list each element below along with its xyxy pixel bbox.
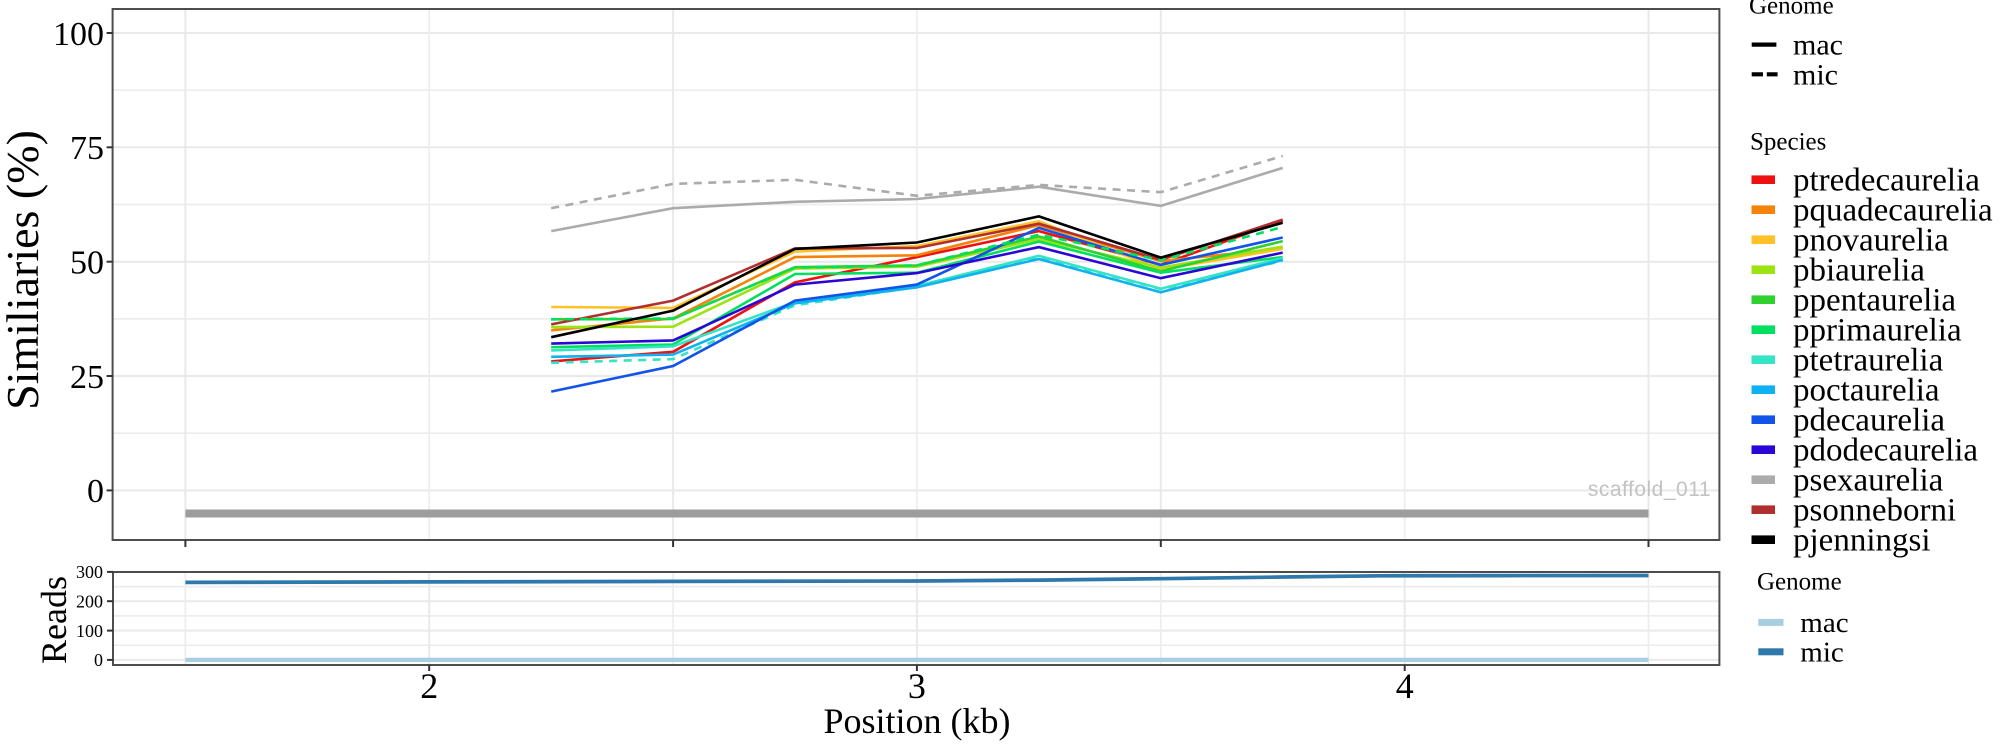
svg-text:pdecaurelia: pdecaurelia [1793,403,1945,439]
svg-text:Genome: Genome [1757,569,1842,596]
svg-text:ppentaurelia: ppentaurelia [1793,283,1956,319]
svg-text:pquadecaurelia: pquadecaurelia [1793,193,1993,229]
svg-text:2: 2 [420,666,438,706]
svg-text:poctaurelia: poctaurelia [1793,373,1940,409]
svg-text:Position (kb): Position (kb) [823,701,1010,741]
svg-text:pjenningsi: pjenningsi [1793,523,1931,559]
svg-text:300: 300 [76,562,103,582]
svg-text:pprimaurelia: pprimaurelia [1793,313,1962,349]
svg-text:75: 75 [70,130,104,167]
svg-text:Similiaries (%): Similiaries (%) [0,130,48,410]
svg-text:0: 0 [94,650,103,670]
svg-text:mac: mac [1793,29,1843,62]
svg-text:25: 25 [70,359,104,396]
svg-text:scaffold_011: scaffold_011 [1588,478,1711,501]
svg-text:ptredecaurelia: ptredecaurelia [1793,163,1980,199]
svg-text:Reads: Reads [34,576,74,664]
svg-text:ptetraurelia: ptetraurelia [1793,343,1944,379]
svg-text:0: 0 [87,473,104,510]
svg-text:mic: mic [1793,58,1838,91]
svg-text:psexaurelia: psexaurelia [1793,463,1944,499]
svg-text:100: 100 [76,621,103,641]
svg-text:100: 100 [53,16,104,53]
svg-text:200: 200 [76,591,103,611]
svg-text:pbiaurelia: pbiaurelia [1793,253,1925,289]
svg-text:pdodecaurelia: pdodecaurelia [1793,433,1978,469]
svg-text:Genome: Genome [1749,0,1834,20]
svg-text:psonneborni: psonneborni [1793,493,1956,529]
svg-text:4: 4 [1396,666,1414,706]
svg-text:Species: Species [1750,129,1826,156]
svg-text:mic: mic [1800,636,1844,668]
svg-text:pnovaurelia: pnovaurelia [1793,223,1949,259]
svg-text:50: 50 [70,245,104,282]
svg-text:3: 3 [908,666,926,706]
svg-text:mac: mac [1800,607,1848,639]
